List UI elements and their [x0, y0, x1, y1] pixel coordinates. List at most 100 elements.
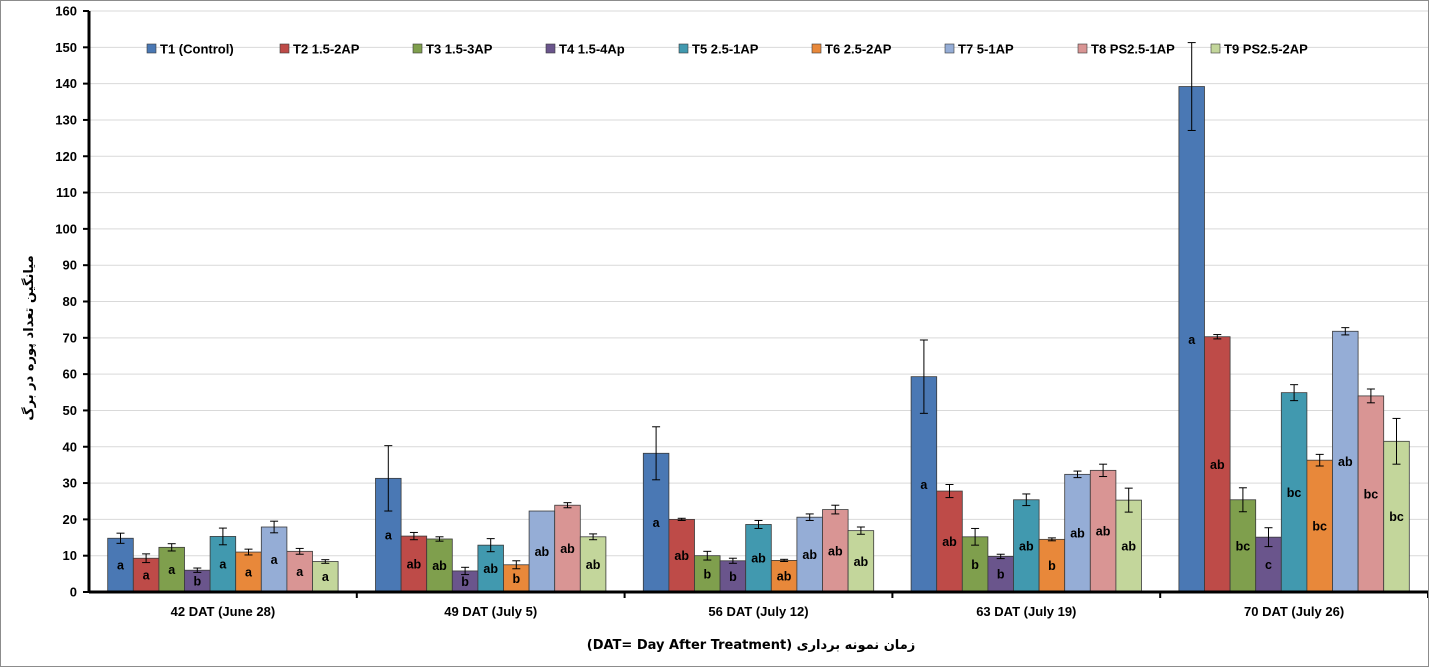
legend-label: T9 PS2.5-2AP [1224, 42, 1308, 57]
data-label: bc [1287, 486, 1302, 500]
data-label: ab [1070, 527, 1085, 541]
data-label: ab [751, 552, 766, 566]
data-label: bc [1389, 510, 1404, 524]
y-tick-label: 20 [63, 512, 77, 527]
bar [1383, 440, 1410, 593]
data-label: ab [1096, 525, 1111, 539]
y-tick-label: 150 [55, 40, 77, 55]
legend-label: T5 2.5-1AP [692, 42, 759, 57]
data-label: ab [407, 558, 422, 572]
y-tick-label: 10 [63, 548, 77, 563]
bar [426, 538, 453, 593]
data-label: ab [535, 545, 550, 559]
y-tick-label: 90 [63, 258, 77, 273]
data-label: ab [1338, 455, 1353, 469]
data-label: ab [560, 542, 575, 556]
data-label: ab [802, 548, 817, 562]
data-label: b [971, 558, 979, 572]
legend-label: T6 2.5-2AP [825, 42, 892, 57]
y-tick-label: 80 [63, 294, 77, 309]
legend-swatch [146, 43, 157, 54]
legend-swatch [545, 43, 556, 54]
data-label: a [322, 570, 330, 584]
bar [1115, 499, 1142, 593]
x-category-label: 63 DAT (July 19) [976, 604, 1076, 619]
data-label: a [271, 553, 279, 567]
data-label: b [193, 575, 201, 589]
y-axis-title: میانگین تعداد پوره در برگ [20, 255, 37, 420]
legend-swatch [279, 43, 290, 54]
data-label: bc [1236, 539, 1251, 553]
legend-label: T7 5-1AP [958, 42, 1014, 57]
data-label: bc [1364, 487, 1379, 501]
bar [312, 561, 339, 593]
y-tick-label: 60 [63, 367, 77, 382]
data-label: a [245, 566, 253, 580]
bar [668, 518, 695, 593]
legend-label: T2 1.5-2AP [293, 42, 360, 57]
legend-swatch [1210, 43, 1221, 54]
data-label: ab [586, 558, 601, 572]
bar [1089, 469, 1117, 593]
data-label: ab [674, 549, 689, 563]
data-label: a [143, 569, 151, 583]
data-label: b [512, 572, 520, 586]
data-label: a [296, 565, 304, 579]
legend-swatch [811, 43, 822, 54]
y-tick-label: 110 [56, 185, 77, 200]
legend-swatch [1077, 43, 1088, 54]
data-label: a [1188, 333, 1196, 347]
y-tick-label: 40 [63, 439, 77, 454]
y-tick-label: 100 [55, 221, 77, 236]
data-label: a [920, 478, 928, 492]
legend-label: T4 1.5-4Ap [559, 42, 625, 57]
data-label: ab [854, 555, 869, 569]
data-label: a [219, 558, 227, 572]
bar [132, 557, 160, 593]
legend-label: T1 (Control) [160, 42, 234, 57]
y-tick-label: 160 [55, 4, 77, 19]
legend: T1 (Control) T2 1.5-2AP T3 1.5-3AP T4 1.5-4… [146, 42, 1308, 57]
data-label: a [653, 516, 661, 530]
legend-swatch [678, 43, 689, 54]
bar [260, 526, 288, 593]
bar [1306, 459, 1333, 593]
x-category-label: 49 DAT (July 5) [444, 604, 537, 619]
data-label: ab [1210, 458, 1225, 472]
y-tick-label: 130 [55, 112, 77, 127]
x-axis-title: زمان نمونه برداری (DAT= Day After Treatm… [587, 638, 915, 653]
data-label: b [1048, 559, 1056, 573]
data-label: b [997, 568, 1005, 582]
x-category-label: 70 DAT (July 26) [1244, 604, 1344, 619]
x-category-label: 56 DAT (July 12) [708, 604, 808, 619]
data-label: a [117, 559, 125, 573]
data-label: ab [777, 570, 792, 584]
y-tick-label: 0 [70, 585, 77, 600]
y-tick-label: 120 [55, 149, 77, 164]
data-label: b [461, 575, 469, 589]
data-label: a [168, 563, 176, 577]
data-label: bc [1312, 520, 1327, 534]
bar [1013, 499, 1040, 593]
bar [936, 490, 963, 593]
legend-swatch [412, 43, 423, 54]
data-label: c [1265, 558, 1272, 572]
bar [1204, 336, 1231, 593]
bar [579, 536, 607, 593]
data-label: ab [432, 559, 447, 573]
bar [477, 544, 504, 593]
data-label: a [385, 529, 393, 543]
data-label: ab [1019, 539, 1034, 553]
legend-label: T3 1.5-3AP [426, 42, 493, 57]
data-label: ab [483, 562, 498, 576]
data-label: ab [828, 544, 843, 558]
y-tick-label: 140 [55, 76, 77, 91]
y-tick-label: 70 [63, 330, 77, 345]
data-label: b [729, 570, 737, 584]
data-label: b [703, 567, 711, 581]
bar [1038, 538, 1066, 593]
bar [1357, 395, 1385, 593]
